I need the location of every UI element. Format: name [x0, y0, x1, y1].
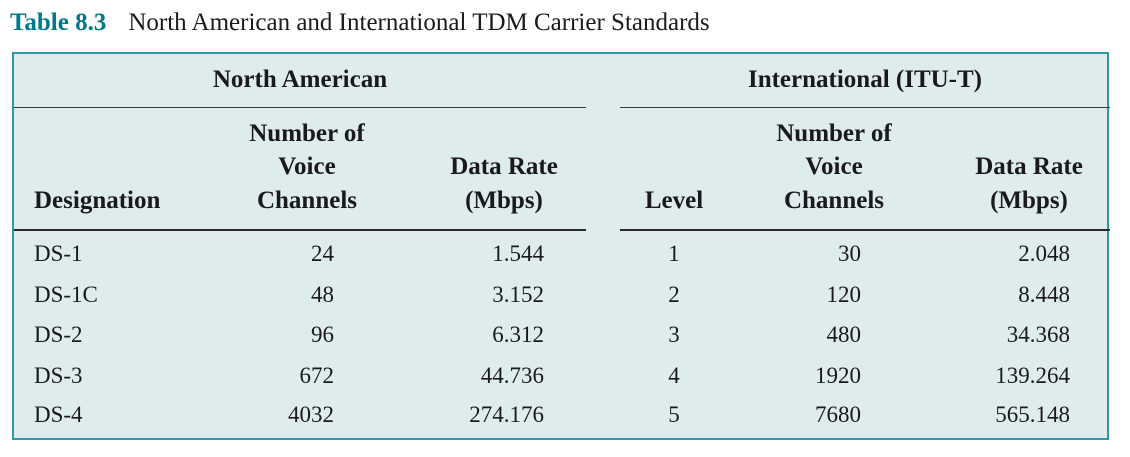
cell-na-channels: 48	[311, 282, 334, 307]
group-rule-right	[620, 107, 1110, 108]
cell-na-channels: 24	[311, 241, 334, 266]
cell-na-rate: 3.152	[492, 282, 544, 307]
col-header-itu-channels-line1: Number of	[776, 120, 892, 147]
col-header-itu-channels-line2: Voice	[805, 153, 863, 180]
cell-itu-rate: 565.148	[995, 402, 1070, 427]
cell-itu-rate: 34.368	[1006, 322, 1070, 347]
table-caption: Table 8.3 North American and Internationa…	[10, 6, 710, 40]
cell-na-channels: 96	[311, 322, 334, 347]
cell-na-rate: 1.544	[492, 241, 544, 266]
col-header-na-channels-line2: Voice	[278, 153, 336, 180]
cell-itu-channels: 1920	[815, 363, 861, 388]
col-header-na-rate-line2: (Mbps)	[465, 187, 543, 214]
table-panel: North American International (ITU-T) Des…	[12, 52, 1110, 440]
col-header-itu-channels-line3: Channels	[783, 187, 885, 214]
cell-na-rate: 44.736	[480, 363, 544, 388]
header-rule-right	[620, 229, 1110, 231]
cell-na-channels: 4032	[288, 402, 334, 427]
col-header-itu-rate-line1: Data Rate	[975, 153, 1083, 180]
group-header-north-american: North American	[212, 66, 388, 93]
cell-level: 2	[668, 282, 680, 307]
col-header-na-rate-line1: Data Rate	[450, 153, 558, 180]
col-header-itu-rate-line2: (Mbps)	[990, 187, 1068, 214]
cell-designation: DS-4	[34, 402, 83, 427]
cell-itu-rate: 8.448	[1018, 282, 1070, 307]
cell-designation: DS-2	[34, 322, 83, 347]
cell-itu-channels: 120	[826, 282, 862, 307]
cell-level: 3	[668, 322, 680, 347]
cell-itu-channels: 30	[838, 241, 861, 266]
col-header-na-channels-line1: Number of	[249, 120, 365, 147]
cell-itu-channels: 480	[826, 322, 862, 347]
cell-designation: DS-3	[34, 363, 83, 388]
cell-na-rate: 6.312	[492, 322, 544, 347]
cell-designation: DS-1C	[34, 282, 98, 307]
group-rule-left	[14, 107, 586, 108]
group-header-international: International (ITU-T)	[747, 66, 983, 93]
cell-level: 4	[668, 363, 680, 388]
table-title: North American and International TDM Car…	[128, 9, 710, 36]
cell-itu-channels: 7680	[815, 402, 861, 427]
cell-na-rate: 274.176	[469, 402, 544, 427]
col-header-designation: Designation	[34, 187, 161, 214]
cell-itu-rate: 139.264	[995, 363, 1070, 388]
table-number: Table 8.3	[10, 9, 107, 36]
header-rule-left	[14, 229, 586, 231]
col-header-level: Level	[644, 187, 704, 214]
cell-designation: DS-1	[34, 241, 83, 266]
cell-level: 1	[668, 241, 680, 266]
col-header-na-channels-line3: Channels	[256, 187, 358, 214]
cell-itu-rate: 2.048	[1018, 241, 1070, 266]
cell-na-channels: 672	[299, 363, 335, 388]
cell-level: 5	[668, 402, 680, 427]
